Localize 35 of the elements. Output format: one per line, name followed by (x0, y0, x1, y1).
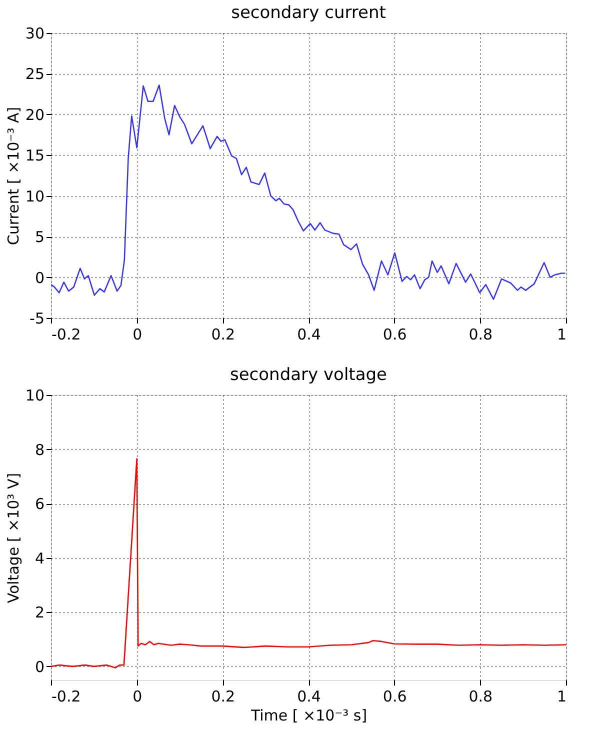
x-tick-label: 0.8 (468, 688, 493, 706)
y-tick-label: 8 (34, 440, 44, 459)
y-tick-label: 10 (25, 386, 44, 404)
x-tick-label: 0.2 (211, 326, 236, 344)
y-axis-title: Voltage [ ×10³ V] (4, 472, 22, 604)
x-tick-label: 0.8 (468, 326, 493, 344)
y-tick-label: 30 (25, 24, 44, 42)
chart-title: secondary voltage (230, 365, 388, 385)
y-axis-title: Current [ ×10⁻³ A] (4, 106, 22, 246)
y-tick-label: 0 (34, 268, 44, 287)
y-tick-label: 15 (25, 146, 44, 165)
y-tick-label: 20 (25, 106, 44, 124)
y-tick-label: 6 (34, 495, 44, 514)
x-tick-label: -0.2 (52, 688, 81, 706)
y-tick-label: 0 (34, 658, 44, 676)
y-tick-label: 25 (25, 65, 44, 84)
line-series (51, 84, 566, 300)
x-axis-title: Time [ ×10⁻³ s] (250, 706, 368, 724)
x-tick-label: 1 (556, 326, 566, 344)
x-tick-label: 0.2 (211, 688, 236, 706)
x-tick-label: 0.4 (297, 326, 321, 344)
y-tick-label: 4 (34, 549, 44, 568)
x-tick-label: 0.6 (382, 326, 407, 344)
y-tick-label: 5 (34, 228, 44, 246)
y-tick-label: -5 (30, 310, 44, 328)
line-series (51, 458, 566, 668)
x-tick-label: 1 (556, 688, 566, 706)
chart-title: secondary current (231, 3, 386, 23)
y-tick-label: 10 (25, 187, 44, 206)
x-tick-label: 0.6 (382, 688, 407, 706)
x-tick-label: 0.4 (297, 688, 321, 706)
x-tick-label: 0 (132, 688, 142, 706)
x-tick-label: 0 (132, 326, 142, 344)
x-tick-label: -0.2 (52, 326, 81, 344)
y-tick-label: 2 (34, 604, 44, 622)
